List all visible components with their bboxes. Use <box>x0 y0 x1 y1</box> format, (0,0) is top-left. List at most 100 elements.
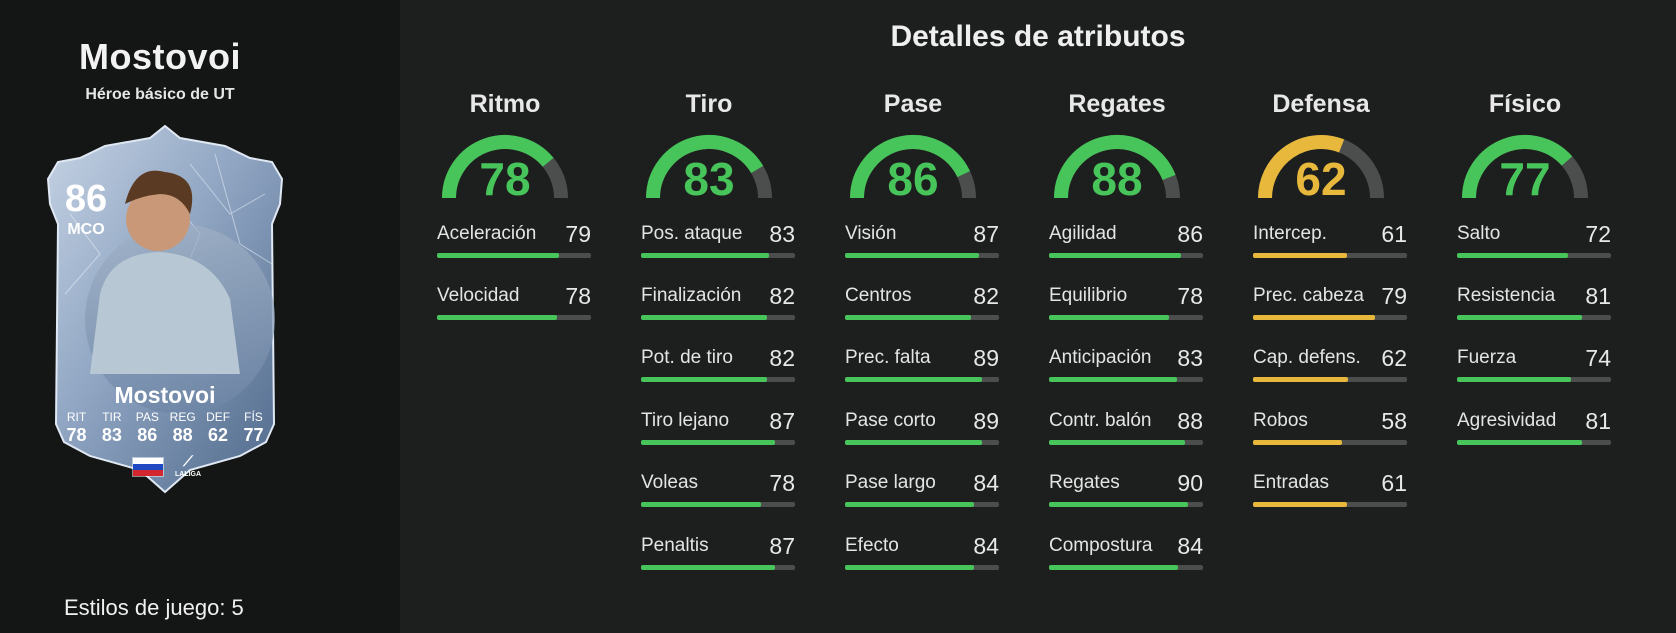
player-card-type: Héroe básico de UT <box>85 86 235 103</box>
attribute-row[interactable]: Intercep. 61 <box>1253 221 1407 263</box>
attribute-name: Agresividad <box>1457 410 1557 431</box>
attribute-row[interactable]: Fuerza 74 <box>1457 345 1611 387</box>
attribute-bar-track <box>1049 253 1203 258</box>
attribute-value: 87 <box>973 221 999 247</box>
category-gauge <box>1054 135 1180 199</box>
attribute-row[interactable]: Resistencia 81 <box>1457 283 1611 325</box>
attribute-row[interactable]: Pot. de tiro 82 <box>641 345 795 387</box>
attribute-name: Anticipación <box>1049 347 1152 368</box>
attribute-bar-track <box>1049 565 1203 570</box>
attribute-row[interactable]: Robos 58 <box>1253 408 1407 450</box>
attribute-value: 89 <box>973 408 999 434</box>
attribute-value: 74 <box>1585 345 1611 371</box>
attribute-bar-track <box>437 315 591 320</box>
attribute-row[interactable]: Voleas 78 <box>641 470 795 512</box>
attribute-row[interactable]: Entradas 61 <box>1253 470 1407 512</box>
attribute-row[interactable]: Salto 72 <box>1457 221 1611 263</box>
attribute-row[interactable]: Aceleración 79 <box>437 221 591 263</box>
attribute-row[interactable]: Tiro lejano 87 <box>641 408 795 450</box>
category-gauge <box>850 135 976 199</box>
attribute-value: 89 <box>973 345 999 371</box>
attribute-name: Pase largo <box>845 472 936 493</box>
category-title: Ritmo <box>469 90 541 118</box>
attribute-row[interactable]: Velocidad 78 <box>437 283 591 325</box>
attribute-name: Prec. falta <box>845 347 931 368</box>
attribute-row[interactable]: Agresividad 81 <box>1457 408 1611 450</box>
player-name: Mostovoi <box>79 36 241 77</box>
attribute-bar-track <box>1049 315 1203 320</box>
attribute-bar-fill <box>1253 315 1375 320</box>
attribute-bar-track <box>1253 502 1407 507</box>
attribute-value: 79 <box>565 221 591 247</box>
category-rating: 83 <box>683 153 735 205</box>
attribute-row[interactable]: Equilibrio 78 <box>1049 283 1203 325</box>
playstyles-count[interactable]: Estilos de juego: 5 <box>64 595 244 620</box>
category-title: Tiro <box>685 90 733 118</box>
attribute-bar-fill <box>437 315 558 320</box>
gauge-fill <box>1258 135 1345 199</box>
attribute-bar-track <box>1457 253 1611 258</box>
attribute-bar-fill <box>1253 502 1347 507</box>
attribute-bar-track <box>845 253 999 258</box>
attribute-bar-track <box>1049 440 1203 445</box>
attribute-bar-track <box>641 502 795 507</box>
attribute-bar-fill <box>845 440 983 445</box>
attribute-bar-track <box>641 377 795 382</box>
attribute-name: Salto <box>1457 223 1501 244</box>
attribute-name: Agilidad <box>1049 223 1117 244</box>
attribute-row[interactable]: Efecto 84 <box>845 533 999 575</box>
attribute-name: Intercep. <box>1253 223 1327 244</box>
category-rating: 88 <box>1091 153 1143 205</box>
attribute-name: Voleas <box>641 472 699 493</box>
russia-flag-icon <box>132 457 164 477</box>
card-stat-label: TIR <box>102 410 122 424</box>
attribute-bar-track <box>1049 377 1203 382</box>
attribute-row[interactable]: Pos. ataque 83 <box>641 221 795 263</box>
attribute-row[interactable]: Agilidad 86 <box>1049 221 1203 263</box>
attribute-row[interactable]: Prec. falta 89 <box>845 345 999 387</box>
card-stat-label: RIT <box>66 410 87 424</box>
attribute-bar-fill <box>1253 440 1343 445</box>
attribute-bar-fill <box>1049 253 1182 258</box>
card-overall-rating: 86 <box>64 178 108 220</box>
attribute-bar-fill <box>1457 315 1582 320</box>
attribute-row[interactable]: Pase corto 89 <box>845 408 999 450</box>
attribute-columns: Ritmo 78 Aceleración 79 Velocidad 78 Tiro 83 Pos… <box>400 0 1676 633</box>
attribute-row[interactable]: Contr. balón 88 <box>1049 408 1203 450</box>
attribute-row[interactable]: Finalización 82 <box>641 283 795 325</box>
attribute-row[interactable]: Penaltis 87 <box>641 533 795 575</box>
attribute-value: 84 <box>1177 533 1203 559</box>
attribute-row[interactable]: Prec. cabeza 79 <box>1253 283 1407 325</box>
attribute-bar-track <box>641 315 795 320</box>
attribute-row[interactable]: Cap. defens. 62 <box>1253 345 1407 387</box>
gauge-fill <box>646 135 764 199</box>
attribute-row[interactable]: Centros 82 <box>845 283 999 325</box>
card-stat: DEF 62 <box>202 410 235 446</box>
attribute-row[interactable]: Visión 87 <box>845 221 999 263</box>
category-gauge <box>442 135 568 199</box>
attribute-value: 82 <box>769 345 795 371</box>
attribute-bar-track <box>845 377 999 382</box>
attribute-value: 83 <box>1177 345 1203 371</box>
attribute-bar-track <box>1049 502 1203 507</box>
player-card[interactable]: 86 MCO Mostovoi RIT 78 TIR 83 PAS 86 REG 88 … <box>40 124 290 499</box>
attribute-bar-fill <box>641 253 769 258</box>
attribute-name: Tiro lejano <box>641 410 730 431</box>
attribute-value: 87 <box>769 408 795 434</box>
attribute-row[interactable]: Anticipación 83 <box>1049 345 1203 387</box>
attribute-bar-fill <box>641 565 775 570</box>
player-panel: Mostovoi Héroe básico de UT <box>0 0 400 633</box>
attribute-name: Pos. ataque <box>641 223 743 244</box>
attribute-name: Contr. balón <box>1049 410 1152 431</box>
attribute-value: 79 <box>1381 283 1407 309</box>
attribute-name: Compostura <box>1049 535 1153 556</box>
attribute-row[interactable]: Pase largo 84 <box>845 470 999 512</box>
attribute-row[interactable]: Compostura 84 <box>1049 533 1203 575</box>
attribute-name: Robos <box>1253 410 1308 431</box>
card-frame <box>46 124 284 494</box>
attribute-row[interactable]: Regates 90 <box>1049 470 1203 512</box>
category-gauge <box>1462 135 1588 199</box>
category-title: Defensa <box>1272 90 1370 118</box>
card-position: MCO <box>67 221 105 238</box>
attribute-bar-fill <box>845 377 983 382</box>
